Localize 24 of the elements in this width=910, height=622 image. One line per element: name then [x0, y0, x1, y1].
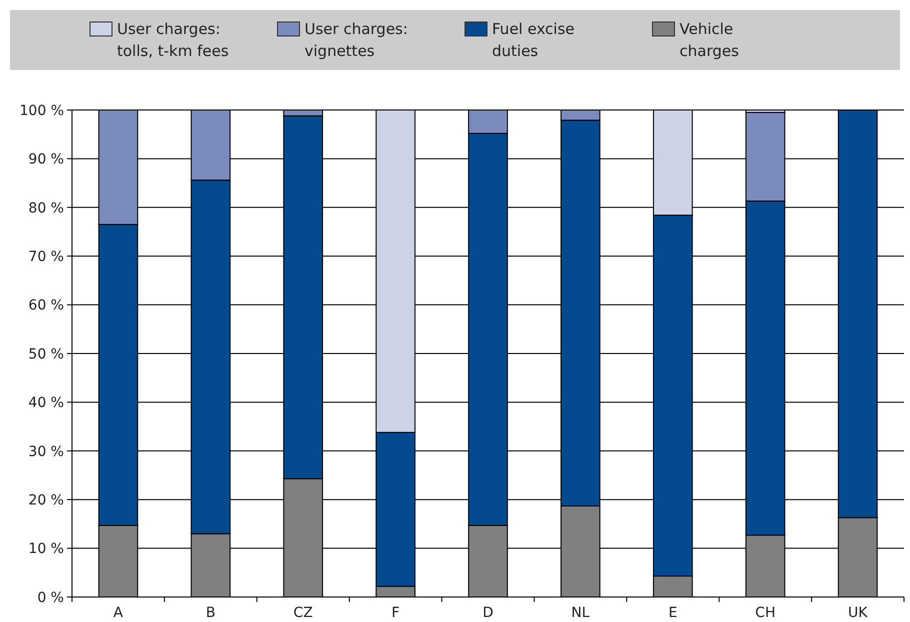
legend-label: Vehicle charges [680, 20, 740, 60]
x-tick-label: NL [571, 605, 590, 621]
y-tick-label: 40 % [28, 395, 64, 412]
legend-label: User charges: tolls, t-km fees [117, 20, 229, 60]
x-tick-label: A [113, 605, 124, 621]
y-tick-label: 20 % [28, 492, 64, 508]
y-tick-label: 90 % [28, 152, 64, 168]
x-tick-label: E [668, 605, 678, 621]
y-tick-label: 100 % [20, 102, 64, 119]
x-tick-label: D [482, 605, 494, 621]
y-tick-label: 0 % [37, 590, 64, 606]
x-tick-label: CH [755, 605, 776, 621]
x-tick-label: UK [848, 605, 868, 621]
x-tick-label: B [206, 605, 216, 621]
x-tick-label: F [392, 605, 400, 621]
x-tick-label: CZ [293, 605, 313, 621]
y-tick-label: 10 % [28, 541, 64, 558]
y-tick-label: 80 % [28, 200, 64, 216]
y-tick-label: 50 % [28, 346, 64, 362]
y-tick-label: 30 % [28, 444, 64, 460]
legend-label: Fuel excise duties [492, 20, 575, 60]
y-tick-label: 70 % [28, 249, 64, 265]
y-tick-label: 60 % [28, 298, 64, 314]
legend-label: User charges: vignettes [304, 20, 408, 60]
